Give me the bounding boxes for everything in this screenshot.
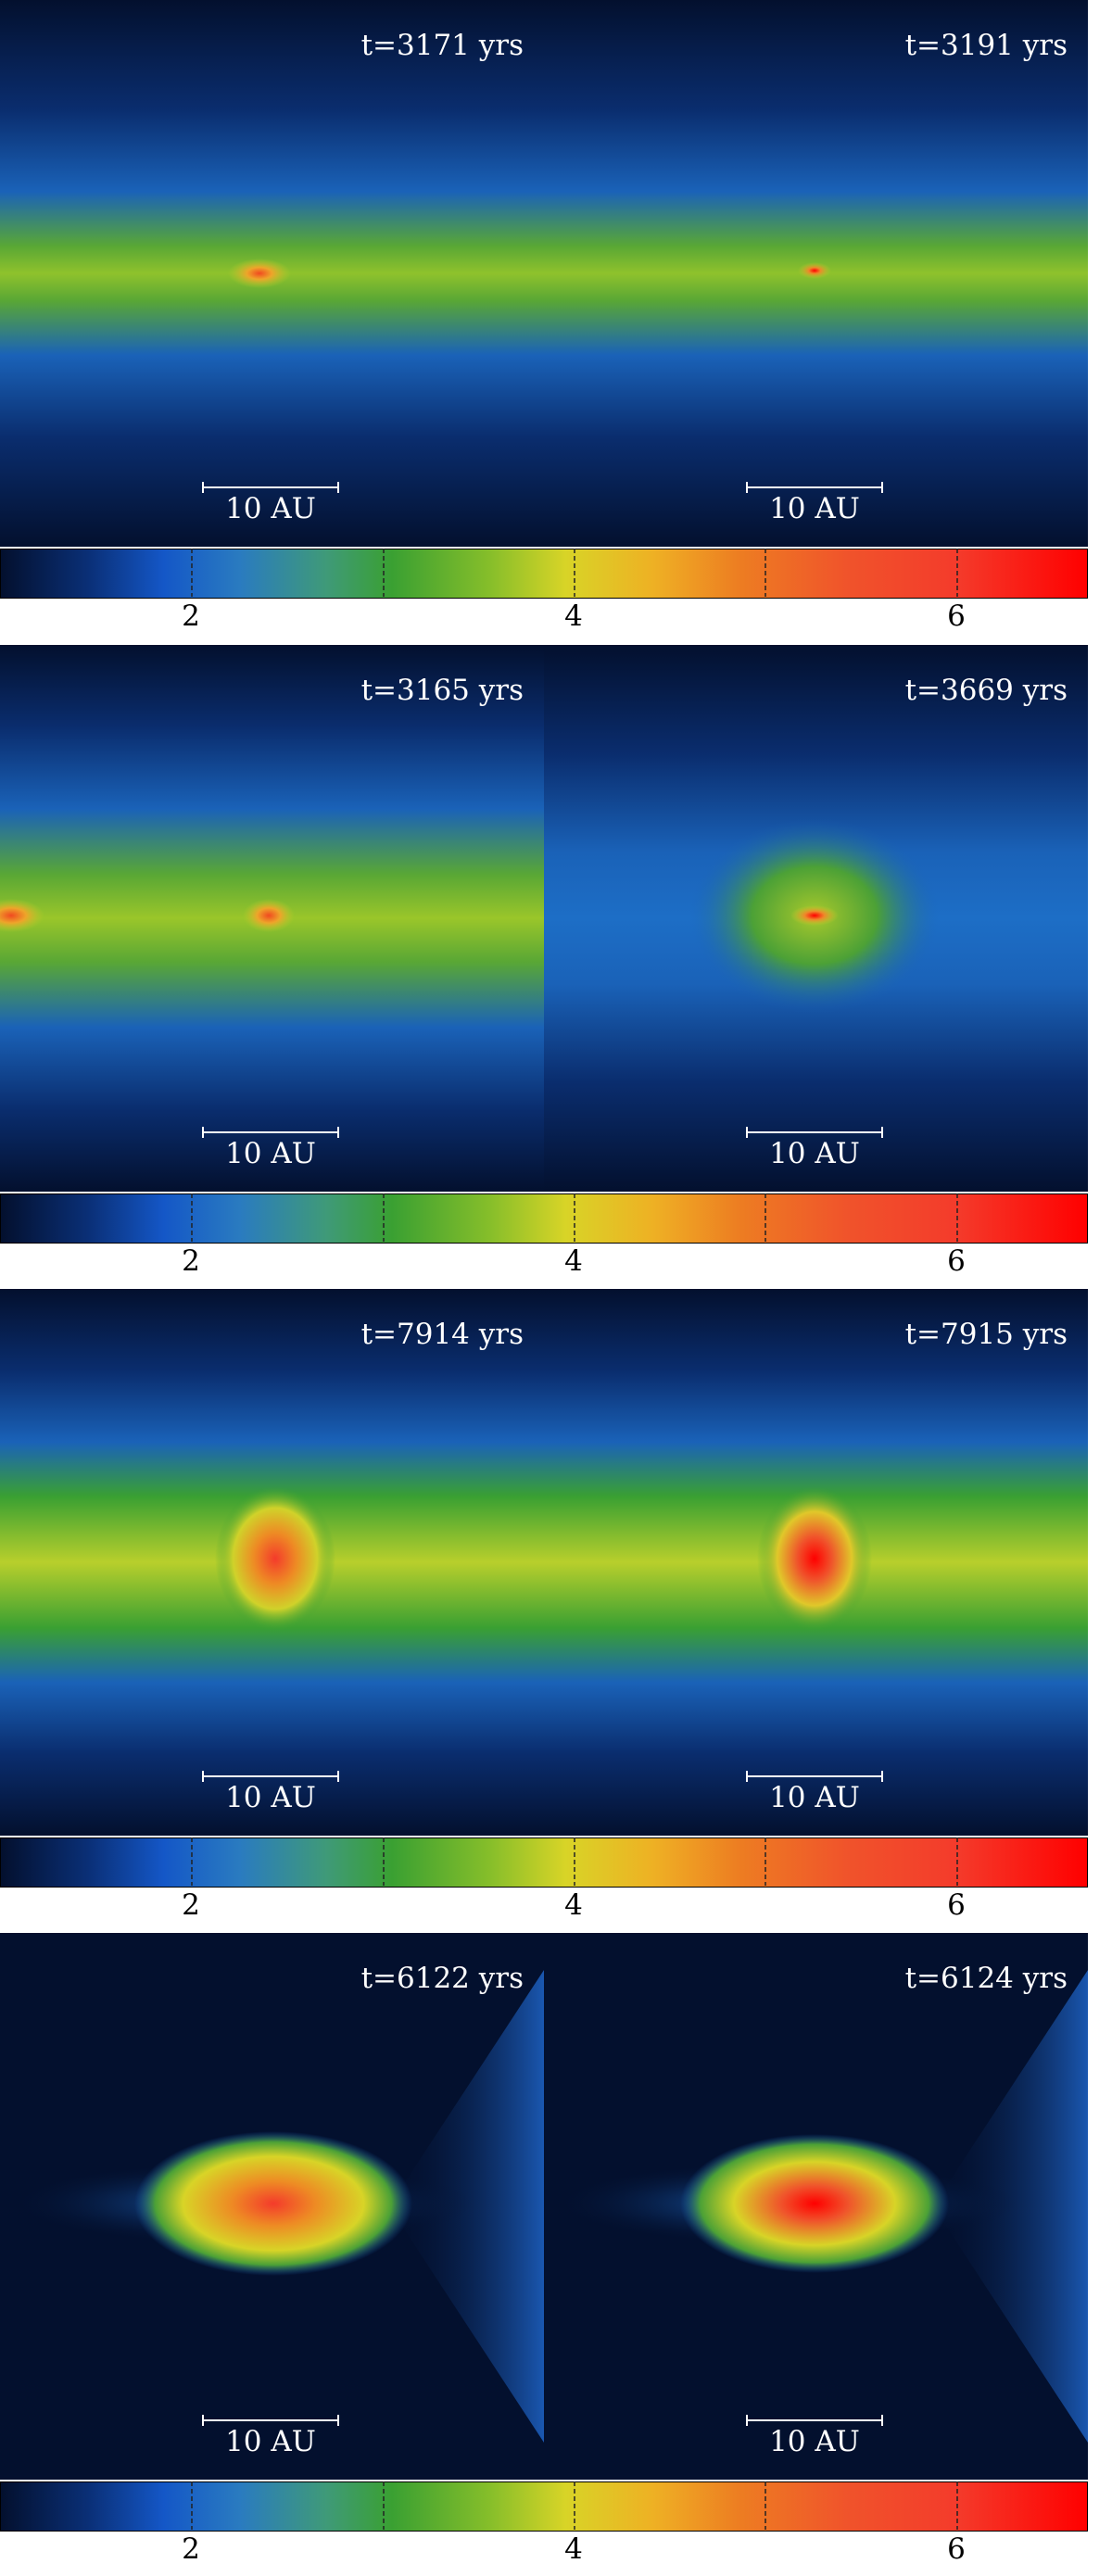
density-field [0,645,544,1192]
density-field [0,0,544,547]
time-label: t=3165 yrs [360,674,524,707]
scale-bar [202,2415,339,2426]
time-label: t=6122 yrs [360,1962,524,1995]
scale-label: 10 AU [769,492,860,525]
density-field [544,0,1088,547]
density-field [0,1289,544,1836]
time-label: t=6124 yrs [904,1962,1068,1995]
colorbar-tick-label: 6 [947,1888,966,1922]
colorbar: 2 4 6 [0,2481,1088,2576]
time-label: t=3191 yrs [904,29,1068,62]
colorbar-tick-label: 6 [947,2532,966,2566]
density-panel: t=3165 yrs 10 AU [0,645,544,1192]
colorbar-tick-label: 2 [182,600,200,633]
time-label: t=3669 yrs [904,674,1068,707]
colorbar-gradient [0,549,1088,599]
colorbar: 2 4 6 [0,549,1088,643]
scale-bar [746,1127,883,1138]
density-field [544,1289,1088,1836]
figure-group-3: t=7914 yrs 10 AU t=7915 yrs 10 AU 2 4 6 [0,1289,1112,1932]
scale-label: 10 AU [769,2425,860,2458]
colorbar-tick-label: 2 [182,1244,200,1278]
colorbar-gradient [0,1837,1088,1888]
colorbar-gradient [0,1193,1088,1244]
time-label: t=7914 yrs [360,1318,524,1351]
colorbar-tick-label: 4 [564,600,583,633]
scale-label: 10 AU [225,492,316,525]
panels-row: t=3171 yrs 10 AU t=3191 yrs [0,0,1088,547]
density-panel: t=7915 yrs 10 AU [544,1289,1088,1836]
scale-bar [746,482,883,493]
density-field [544,645,1088,1192]
density-panel: t=3191 yrs 10 AU [544,0,1088,547]
colorbar-tick-label: 2 [182,2532,200,2566]
panels-row: t=3165 yrs 10 AU [0,645,1088,1192]
panels-row: t=6122 yrs 10 AU t=6124 yrs 10 AU [0,1933,1088,2480]
scale-bar [202,1127,339,1138]
scale-label: 10 AU [769,1137,860,1170]
density-panel: t=3669 yrs 10 AU [544,645,1088,1192]
colorbar: 2 4 6 [0,1837,1088,1932]
scale-bar [746,1771,883,1782]
time-label: t=3171 yrs [360,29,524,62]
colorbar-tick-label: 6 [947,1244,966,1278]
scale-label: 10 AU [225,1137,316,1170]
scale-bar [202,482,339,493]
figure-group-4: t=6122 yrs 10 AU t=6124 yrs 10 AU [0,1933,1112,2576]
colorbar-gradient [0,2481,1088,2532]
density-panel: t=3171 yrs 10 AU [0,0,544,547]
panels-row: t=7914 yrs 10 AU t=7915 yrs 10 AU [0,1289,1088,1836]
colorbar-tick-label: 6 [947,600,966,633]
scale-bar [746,2415,883,2426]
colorbar-tick-label: 4 [564,2532,583,2566]
scale-label: 10 AU [225,2425,316,2458]
scale-label: 10 AU [225,1781,316,1814]
density-panel: t=6122 yrs 10 AU [0,1933,544,2480]
time-label: t=7915 yrs [904,1318,1068,1351]
colorbar-tick-label: 2 [182,1888,200,1922]
density-field [544,1933,1088,2480]
colorbar-tick-label: 4 [564,1244,583,1278]
scale-bar [202,1771,339,1782]
density-panel: t=6124 yrs 10 AU [544,1933,1088,2480]
scale-label: 10 AU [769,1781,860,1814]
figure-group-1: t=3171 yrs 10 AU t=3191 yrs [0,0,1112,643]
colorbar: 2 4 6 [0,1193,1088,1288]
figure-group-2: t=3165 yrs 10 AU [0,645,1112,1288]
colorbar-tick-label: 4 [564,1888,583,1922]
density-panel: t=7914 yrs 10 AU [0,1289,544,1836]
density-field [0,1933,544,2480]
